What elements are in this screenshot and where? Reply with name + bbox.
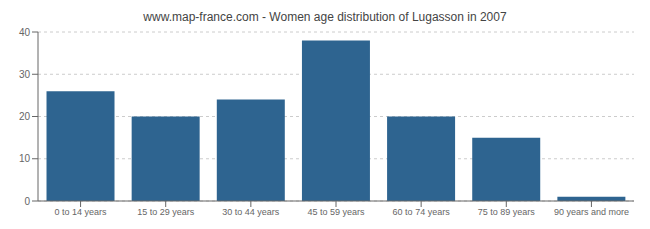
- svg-text:45 to 59 years: 45 to 59 years: [307, 207, 365, 217]
- svg-text:40: 40: [19, 27, 31, 38]
- svg-text:0: 0: [24, 196, 30, 207]
- html-text:www.map-france.com - Women age: www.map-france.com - Women age distribut…: [143, 10, 507, 24]
- svg-text:90 years and more: 90 years and more: [554, 207, 629, 217]
- svg-text:60 to 74 years: 60 to 74 years: [393, 207, 451, 217]
- svg-text:30: 30: [19, 69, 31, 80]
- svg-text:20: 20: [19, 111, 31, 122]
- svg-text:75 to 89 years: 75 to 89 years: [478, 207, 536, 217]
- svg-text:15 to 29 years: 15 to 29 years: [137, 207, 195, 217]
- svg-text:0 to 14 years: 0 to 14 years: [55, 207, 108, 217]
- svg-text:10: 10: [19, 153, 31, 164]
- svg-text:30 to 44 years: 30 to 44 years: [222, 207, 280, 217]
